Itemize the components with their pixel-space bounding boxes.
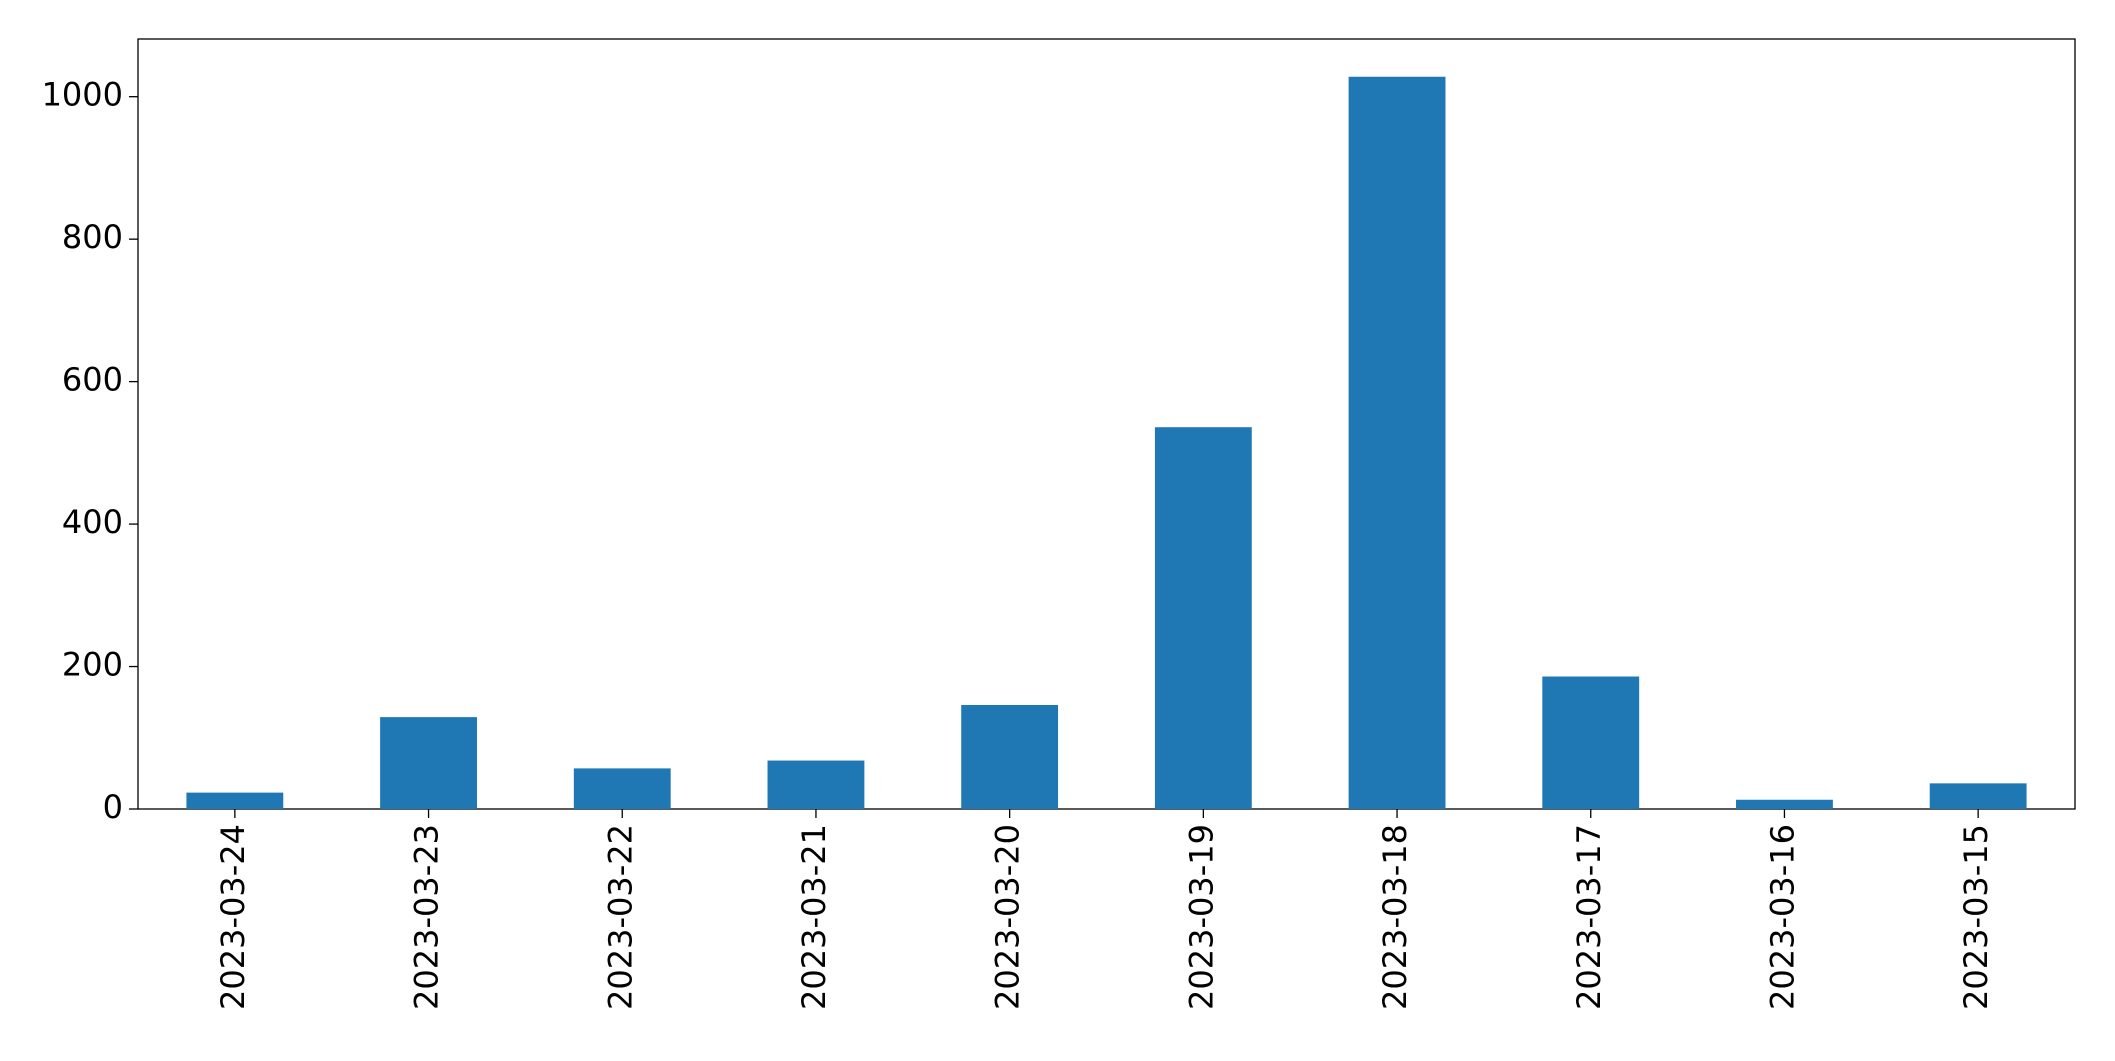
bar [1736,799,1833,809]
x-tick-label: 2023-03-18 [1376,824,1414,1010]
x-tick-label: 2023-03-24 [214,824,252,1010]
bar [573,768,671,809]
x-tick-label: 2023-03-15 [1957,824,1995,1010]
x-tick-label: 2023-03-17 [1570,824,1608,1010]
x-tick-label: 2023-03-22 [601,824,639,1010]
bar [380,717,477,809]
x-tick-label: 2023-03-16 [1763,824,1801,1010]
bar [767,760,865,809]
y-tick-label: 0 [103,788,123,826]
y-tick-label: 1000 [42,76,123,114]
bar [1154,427,1252,809]
x-tick-label: 2023-03-19 [1182,824,1220,1010]
plot-frame [137,38,2076,810]
bar [1929,783,2027,809]
y-tick-label: 200 [62,646,123,684]
bar [961,705,1059,809]
bar [1542,676,1640,809]
y-tick-label: 600 [62,361,123,399]
bar [1348,76,1446,810]
y-tick-label: 800 [62,218,123,256]
y-tick-label: 400 [62,503,123,541]
x-tick-label: 2023-03-23 [408,824,446,1010]
bar [186,792,284,809]
x-tick-label: 2023-03-21 [795,824,833,1010]
x-tick-label: 2023-03-20 [989,824,1027,1010]
